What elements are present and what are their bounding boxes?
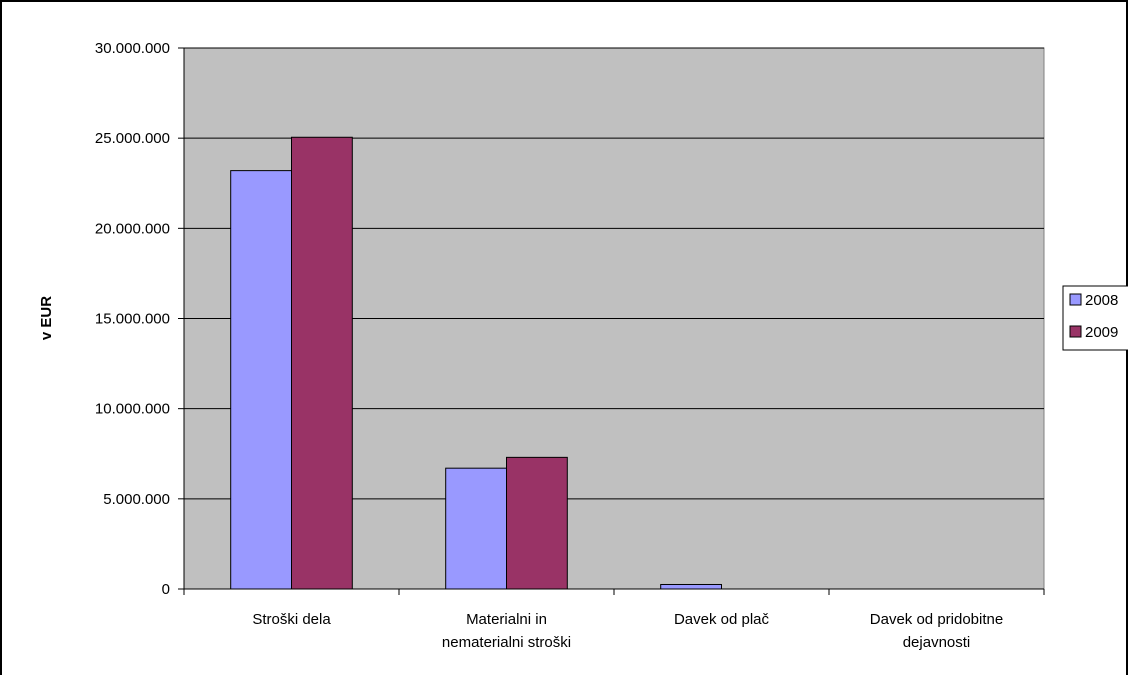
legend-label: 2009: [1085, 324, 1118, 341]
legend-label: 2008: [1085, 292, 1118, 309]
bar-2008: [230, 170, 292, 590]
legend-swatch-2009: [1069, 325, 1082, 338]
y-tick-label: 20.000.000: [95, 220, 170, 237]
y-tick-label: 15.000.000: [95, 311, 170, 328]
x-tick-label: Davek od pridobitne dejavnosti: [870, 611, 1003, 651]
bar-2008: [660, 583, 722, 590]
x-tick-label: Davek od plač: [674, 611, 770, 628]
legend: 2008 2009: [1062, 285, 1128, 351]
y-tick-label: 25.000.000: [95, 130, 170, 147]
y-ticks: 0 5.000.000 10.000.000 15.000.000 20.000.000…: [95, 40, 184, 598]
bar-2009: [506, 456, 568, 590]
legend-swatch-2008: [1069, 293, 1082, 306]
y-tick-label: 0: [162, 581, 170, 598]
bar-2008: [445, 467, 507, 590]
x-ticks: Stroški dela Materialni in nematerialni st…: [183, 589, 1045, 651]
y-tick-label: 30.000.000: [95, 40, 170, 57]
y-tick-label: 10.000.000: [95, 401, 170, 418]
bar-2009: [291, 136, 353, 590]
x-tick-label: Materialni in nematerialni stroški: [442, 611, 571, 651]
x-tick-label: Stroški dela: [252, 611, 331, 628]
y-axis-label: v EUR: [38, 296, 55, 340]
y-tick-label: 5.000.000: [103, 491, 170, 508]
